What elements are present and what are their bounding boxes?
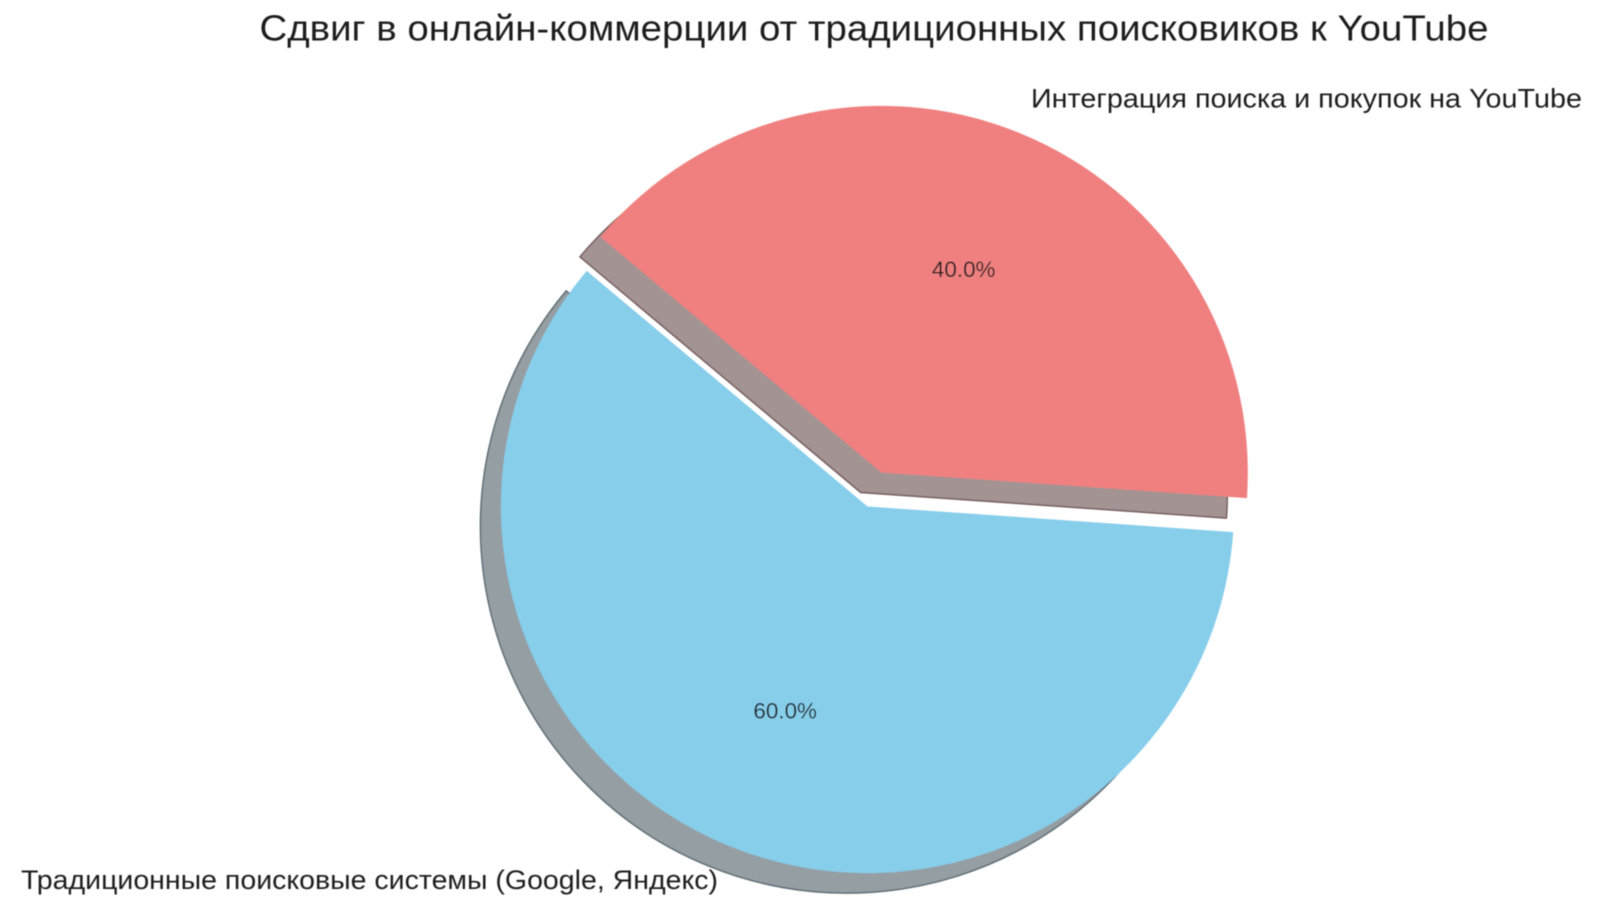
svg-text:Традиционные поисковые системы: Традиционные поисковые системы (Google, … — [21, 865, 718, 895]
svg-text:Интеграция поиска и покупок на: Интеграция поиска и покупок на YouTube — [1031, 83, 1582, 113]
svg-text:Сдвиг в онлайн-коммерции от тр: Сдвиг в онлайн-коммерции от традиционных… — [260, 8, 1489, 49]
svg-text:40.0%: 40.0% — [932, 257, 996, 282]
svg-text:60.0%: 60.0% — [753, 699, 817, 724]
